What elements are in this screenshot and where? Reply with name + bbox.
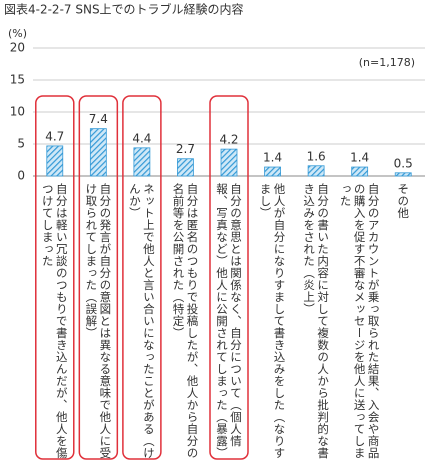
bar [220, 148, 238, 177]
highlight-box [209, 95, 249, 460]
value-label: 7.4 [89, 112, 108, 126]
x-tick-label: 自分の発言が自分の意図とは異なる意味で他人に受け取られてしまった（誤解） [84, 183, 113, 459]
x-tick-label: 他人が自分になりすまして書き込みをした（なりすまし） [258, 183, 287, 459]
bar [394, 172, 412, 177]
highlight-box [78, 95, 119, 460]
chart-title: 図表4-2-2-7 SNS上でのトラブル経験の内容 [4, 2, 244, 17]
y-tick-label: 5 [17, 137, 25, 151]
note: (n=1,178) [359, 56, 415, 69]
y-tick-label: 10 [10, 105, 25, 119]
bar [307, 165, 325, 177]
value-label: 1.4 [350, 151, 369, 165]
value-label: 0.5 [394, 156, 413, 170]
x-tick-label: ネット上で他人と言い合いになったことがある（けんか） [127, 183, 156, 459]
value-label: 1.6 [307, 149, 326, 163]
bar [89, 128, 107, 177]
x-tick-label: 自分は匿名のつもりで投稿したが、他人から自分の名前等を公開された（特定） [171, 183, 200, 459]
x-tick-label: その他 [396, 183, 411, 219]
value-label: 4.7 [45, 129, 64, 143]
x-tick-label: 自分の意思とは関係なく、自分について（個人情報、写真など）他人に公開されてしまっ… [215, 183, 243, 459]
x-tick-label: 自分は軽い冗談のつもりで書き込んだが、他人を傷つけてしまった [40, 183, 69, 459]
x-tick-label: 自分のアカウントが乗っ取られた結果、入会や商品の購入を促す不審なメッセージを他人… [338, 183, 381, 459]
y-tick-label: 15 [10, 73, 25, 87]
bar [351, 166, 369, 177]
y-axis-label: (%) [8, 27, 27, 40]
value-label: 4.2 [219, 133, 238, 147]
value-label: 4.4 [132, 131, 151, 145]
y-tick-label: 20 [10, 41, 25, 55]
highlight-box [35, 95, 75, 460]
bar [133, 147, 151, 177]
bar [46, 145, 64, 177]
highlight-box [122, 95, 162, 460]
value-label: 1.4 [263, 151, 282, 165]
x-tick-label: 自分の書いた内容に対して複数の人から批判的な書き込みをされた（炎上） [302, 183, 331, 459]
bar [177, 158, 194, 177]
bar [264, 166, 281, 177]
y-tick-label: 0 [17, 169, 25, 183]
value-label: 2.7 [176, 142, 195, 156]
